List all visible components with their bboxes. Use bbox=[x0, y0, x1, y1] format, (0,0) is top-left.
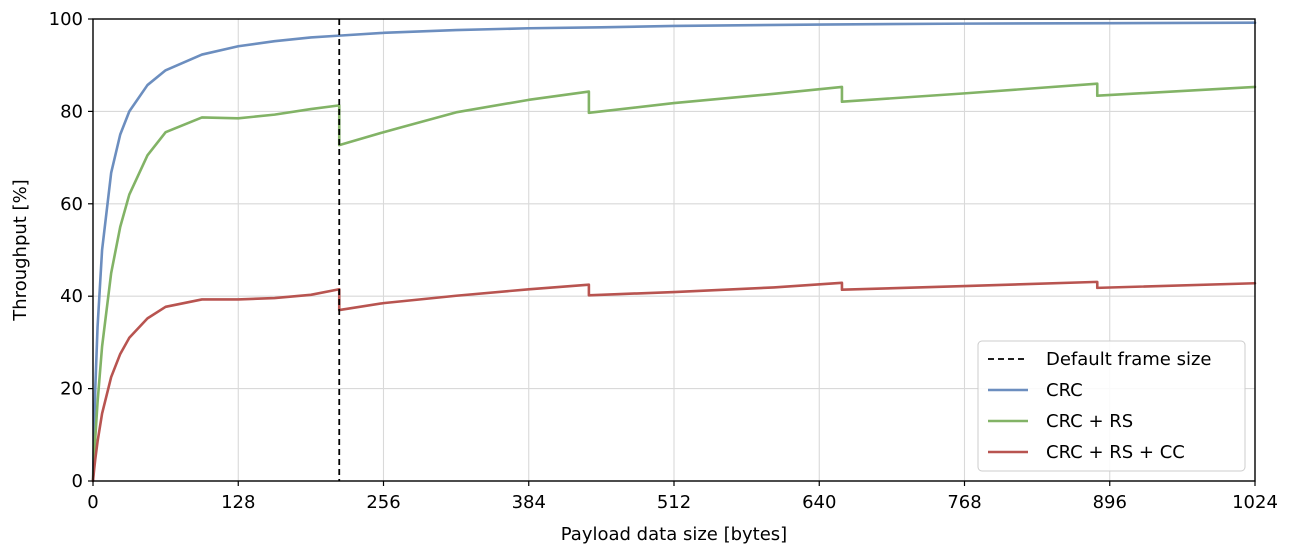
x-tick-label: 256 bbox=[366, 492, 400, 513]
y-tick-label: 60 bbox=[60, 194, 83, 215]
x-tick-label: 1024 bbox=[1232, 492, 1278, 513]
series-line-crc-rs bbox=[91, 82, 1257, 483]
x-tick-label: 0 bbox=[87, 492, 98, 513]
legend-label-default-frame-size: Default frame size bbox=[1046, 349, 1212, 370]
x-tick-label: 640 bbox=[802, 492, 836, 513]
legend-box bbox=[977, 340, 1246, 472]
x-tick-label: 768 bbox=[947, 492, 981, 513]
y-axis-label: Throughput [%] bbox=[10, 179, 31, 321]
axis-ticks: 0 128 256 384 512 640 768 896 1024 0 20 40 60 80 100 bbox=[49, 9, 1278, 513]
x-tick-label: 128 bbox=[221, 492, 255, 513]
y-tick-label: 40 bbox=[60, 286, 83, 307]
legend-label-crc: CRC bbox=[1046, 380, 1083, 401]
x-tick-label: 512 bbox=[657, 492, 691, 513]
legend: Default frame size CRC CRC + RS CRC + RS… bbox=[977, 340, 1246, 472]
y-tick-label: 20 bbox=[60, 379, 83, 400]
x-axis-label: Payload data size [bytes] bbox=[561, 524, 787, 545]
y-tick-label: 100 bbox=[49, 9, 83, 30]
series-line-crc bbox=[91, 21, 1257, 483]
x-tick-label: 384 bbox=[512, 492, 546, 513]
legend-label-crc-rs-cc: CRC + RS + CC bbox=[1046, 442, 1185, 463]
y-tick-label: 0 bbox=[72, 471, 83, 492]
legend-label-crc-rs: CRC + RS bbox=[1046, 411, 1133, 432]
x-tick-label: 896 bbox=[1093, 492, 1127, 513]
y-tick-label: 80 bbox=[60, 101, 83, 122]
